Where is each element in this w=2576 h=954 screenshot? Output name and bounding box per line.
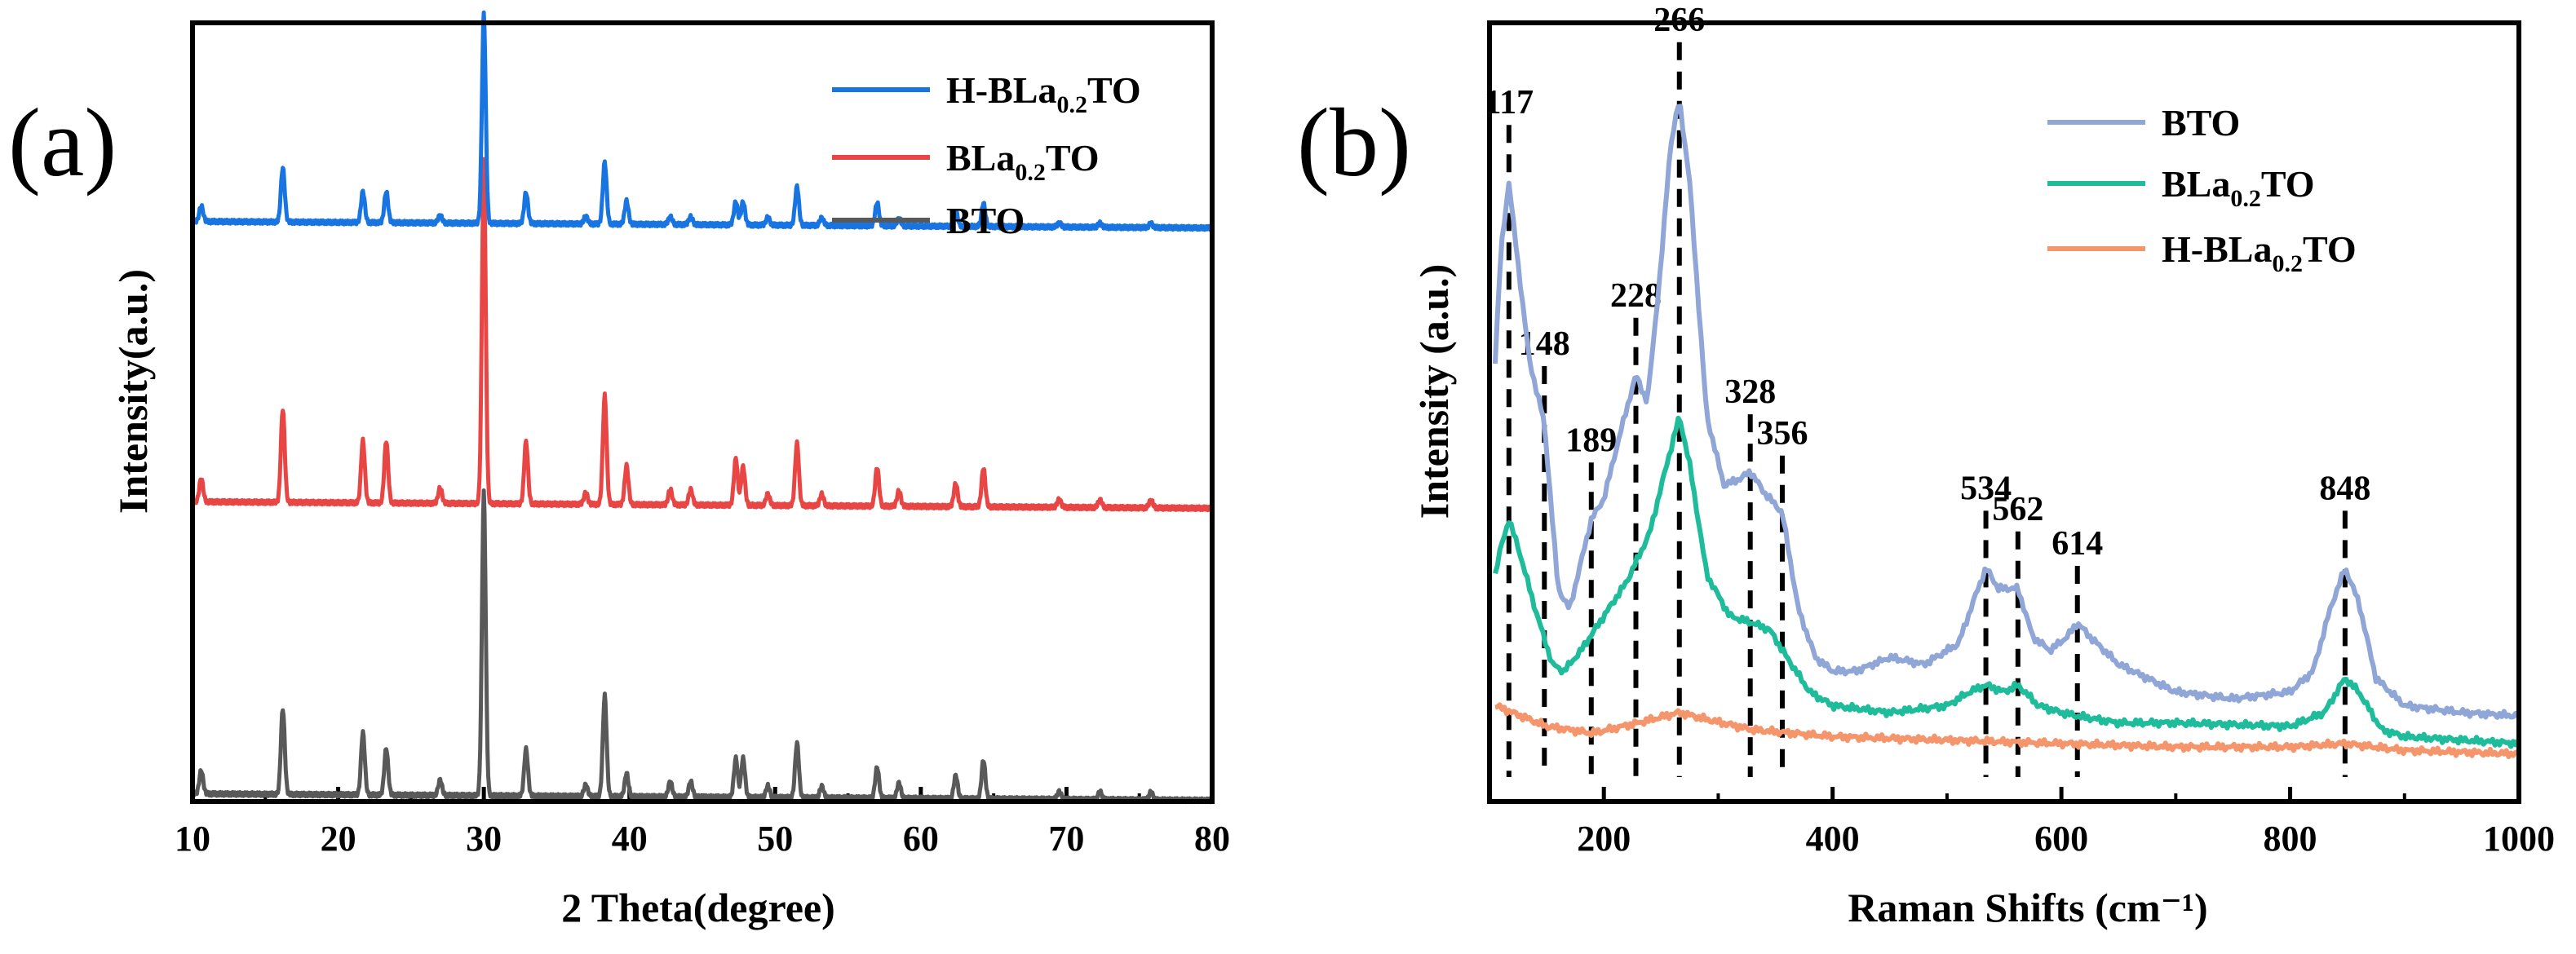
series-line-2	[190, 10, 1215, 232]
panel-a: (a) Intensity(a.u.) 2 Theta(degree) 10 20…	[8, 10, 1230, 930]
peak-label-848: 848	[2319, 470, 2370, 507]
peak-label-266: 266	[1653, 2, 1705, 39]
panel-b-ylabel: Intensity (a.u.)	[1411, 264, 1457, 519]
legend-label: H-BLa0.2TO	[2162, 228, 2357, 277]
legend-label: BTO	[2162, 102, 2240, 144]
x-tick-label: 400	[1806, 819, 1860, 859]
peak-label-328: 328	[1724, 373, 1776, 411]
peak-label-117: 117	[1484, 84, 1534, 121]
legend-item-bto-a: BTO	[832, 200, 1025, 241]
legend-item-bla-a: BLa0.2TO	[832, 137, 1100, 186]
raman-series-line-1	[1493, 415, 2521, 749]
legend-label: H-BLa0.2TO	[946, 69, 1141, 118]
panel-a-legend: H-BLa0.2TO BLa0.2TO BTO	[832, 69, 1141, 241]
panel-b-legend: BTO BLa0.2TO H-BLa0.2TO	[2047, 102, 2357, 277]
series-line-1	[190, 157, 1215, 513]
x-tick-label: 40	[612, 819, 648, 859]
panel-b-label: (b)	[1297, 88, 1411, 197]
peak-label-534: 534	[1960, 470, 2012, 507]
legend-label: BLa0.2TO	[2162, 163, 2315, 212]
legend-item-h-bla-a: H-BLa0.2TO	[832, 69, 1141, 118]
legend-label: BTO	[946, 200, 1025, 241]
x-tick-label: 60	[903, 819, 939, 859]
x-tick-label: 1000	[2483, 819, 2555, 859]
raman-series-line-0	[1493, 104, 2521, 720]
panel-a-series-group	[190, 10, 1215, 805]
x-tick-label: 30	[466, 819, 502, 859]
x-tick-label: 70	[1048, 819, 1084, 859]
peak-label-228: 228	[1610, 277, 1662, 315]
panel-a-x-ticks: 10 20 30 40 50 60 70 80	[175, 787, 1230, 859]
legend-label: BLa0.2TO	[946, 137, 1100, 186]
peak-label-189: 189	[1565, 422, 1617, 459]
x-tick-label: 50	[757, 819, 793, 859]
x-tick-label: 600	[2034, 819, 2088, 859]
x-tick-label: 800	[2264, 819, 2317, 859]
peak-label-562: 562	[1992, 491, 2043, 528]
panel-a-xlabel: 2 Theta(degree)	[561, 885, 835, 930]
legend-item-h-bla-b: H-BLa0.2TO	[2047, 228, 2357, 277]
panel-b-plot-frame	[1487, 20, 2521, 804]
x-tick-label: 80	[1194, 819, 1230, 859]
x-tick-label: 10	[175, 819, 210, 859]
panel-a-plot-frame	[190, 20, 1215, 804]
legend-item-bla-b: BLa0.2TO	[2047, 163, 2315, 212]
panel-b-x-ticks: 200 400 600 800 1000	[1488, 787, 2555, 859]
x-tick-label: 20	[321, 819, 356, 859]
peak-label-614: 614	[2052, 525, 2103, 563]
raman-series-line-2	[1494, 702, 2519, 759]
x-tick-label: 200	[1577, 819, 1631, 859]
panel-b-series-group	[1493, 104, 2521, 759]
panel-a-label: (a)	[8, 88, 117, 197]
panel-a-ylabel: Intensity(a.u.)	[110, 269, 156, 514]
panel-b-xlabel: Raman Shifts (cm⁻¹)	[1848, 885, 2207, 930]
legend-item-bto-b: BTO	[2047, 102, 2240, 144]
peak-label-356: 356	[1756, 415, 1808, 453]
series-line-0	[190, 488, 1214, 805]
panel-b: (b) Intensity (a.u.) Raman Shifts (cm⁻¹)…	[1297, 2, 2555, 930]
